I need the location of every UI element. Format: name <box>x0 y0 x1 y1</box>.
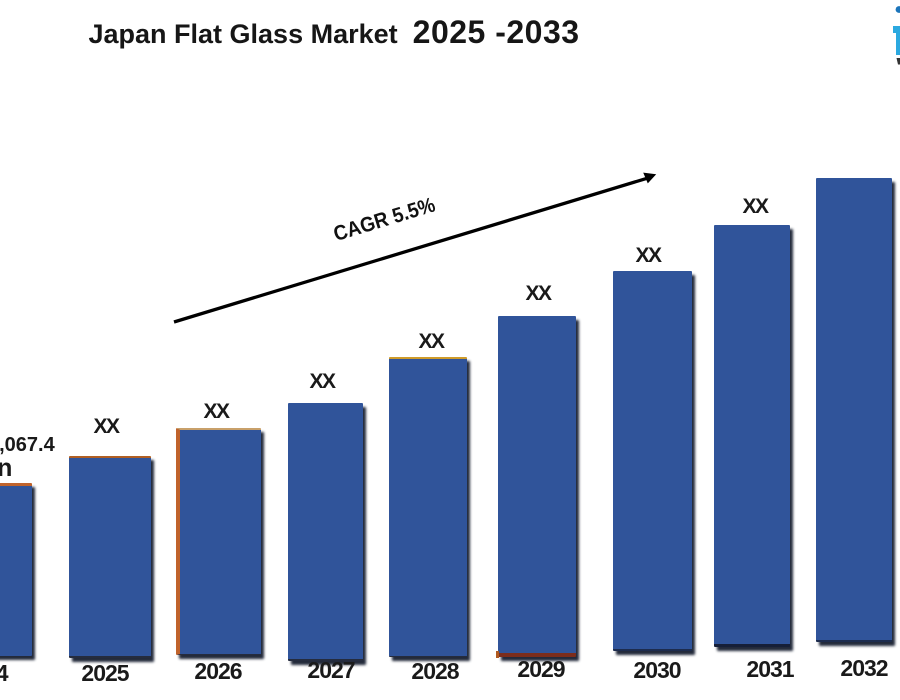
svg-text:CAGR 5.5%: CAGR 5.5% <box>331 193 438 246</box>
